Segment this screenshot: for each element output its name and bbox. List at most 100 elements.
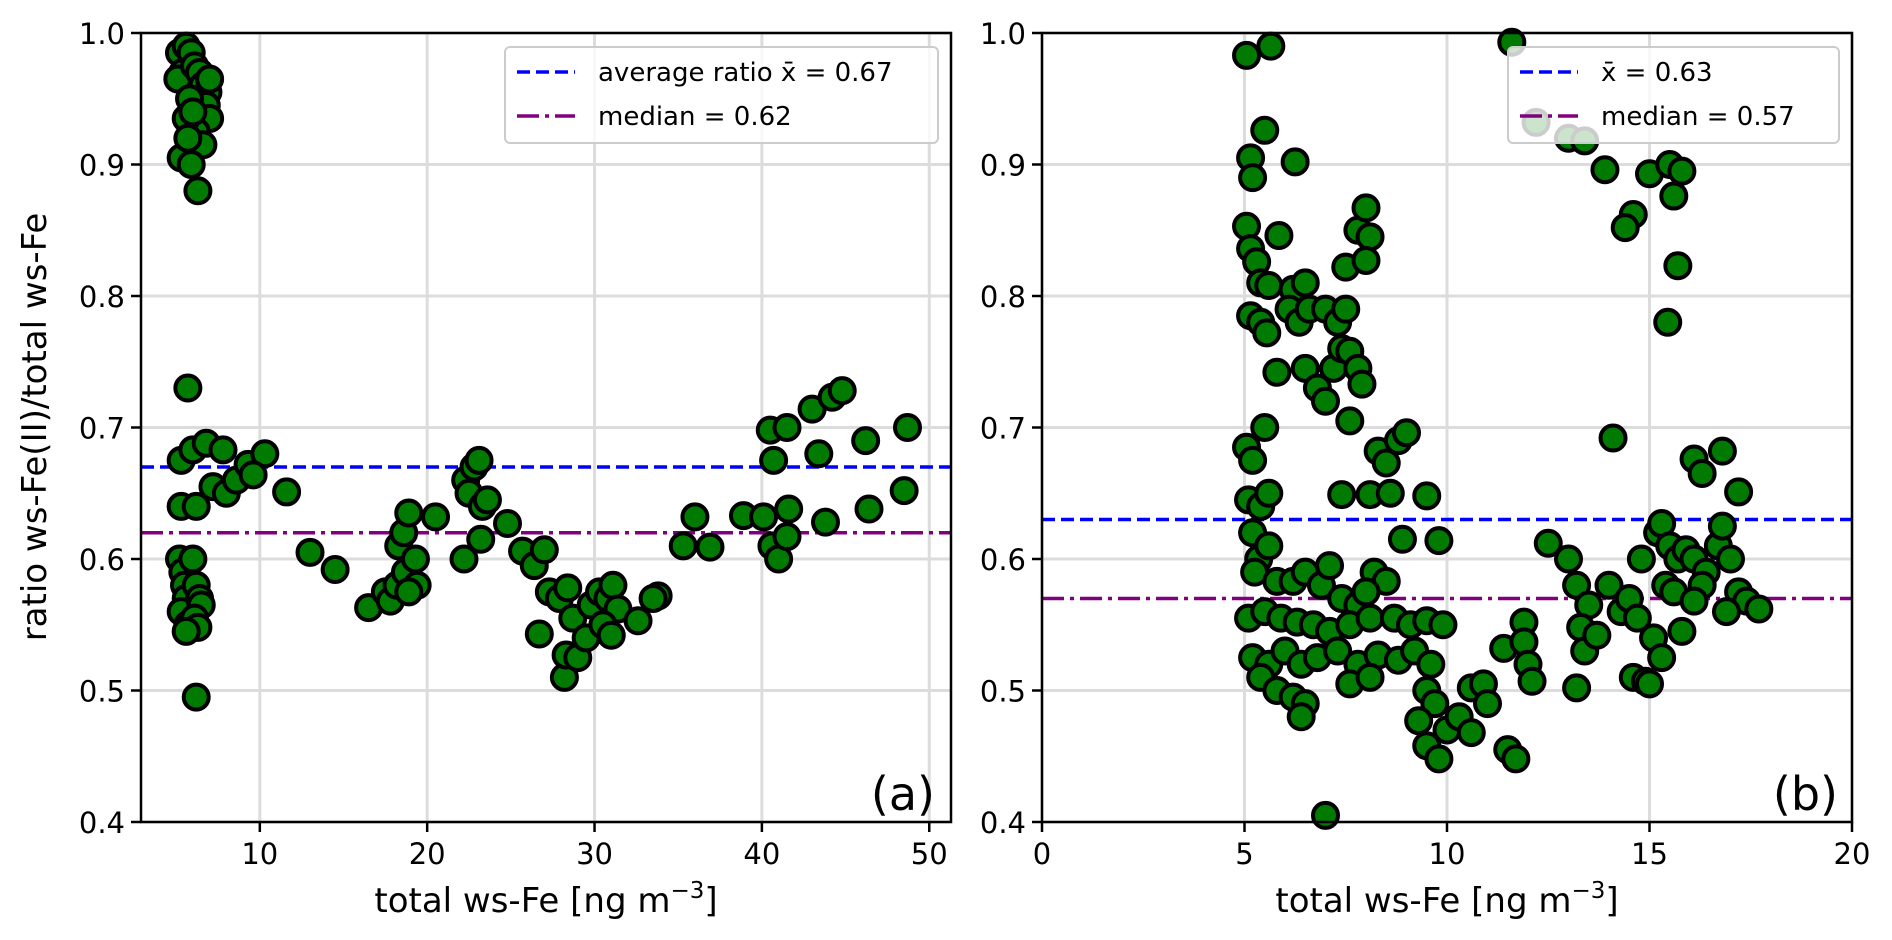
- panel-a-data-point: [810, 507, 840, 537]
- panel-b-data-point: [1375, 478, 1405, 508]
- panel-b-y-tick-label: 0.8: [980, 280, 1026, 314]
- panel-b-x-tick-label: 15: [1631, 837, 1668, 871]
- panel-a-data-point: [320, 555, 350, 585]
- panel-b-data-point: [1667, 156, 1697, 186]
- panel-b-x-tick-label: 5: [1235, 837, 1253, 871]
- panel-b-legend-median-label: median = 0.57: [1601, 102, 1795, 132]
- panel-b-data-point: [1355, 603, 1385, 633]
- panel-b-data-point: [1663, 251, 1693, 281]
- panel-b-data-point: [1387, 524, 1417, 554]
- panel-a-data-point: [183, 176, 213, 206]
- panel-b-x-tick-label: 20: [1834, 837, 1871, 871]
- panel-b-data-point: [1659, 181, 1689, 211]
- panel-b-scatter-plot: 0 5 10 15 20 0.4 0.5 0.6 0.7 0.8 0.9 1.0 (b) x̄ = 0…: [980, 17, 1871, 921]
- panel-b-data-point: [1610, 213, 1640, 243]
- panel-b-data-point: [1264, 221, 1294, 251]
- panel-b-data-point: [1254, 270, 1284, 300]
- panel-b-data-point: [1315, 551, 1345, 581]
- panel-b-data-point: [1622, 603, 1652, 633]
- panel-a-data-point: [472, 485, 502, 515]
- panel-b-data-point: [1424, 526, 1454, 556]
- panel-b-data-point: [1351, 245, 1381, 275]
- panel-a-data-point: [181, 491, 211, 521]
- panel-a-x-tick-label: 30: [576, 837, 613, 871]
- panel-a-data-point: [668, 531, 698, 561]
- panel-a-data-point: [638, 583, 668, 613]
- panel-b-legend-mean-label: x̄ = 0.63: [1601, 58, 1713, 88]
- panel-b-data-point: [1420, 689, 1450, 719]
- panel-a-x-tick-label: 20: [409, 837, 446, 871]
- panel-b-data-point: [1371, 448, 1401, 478]
- panel-a-y-tick-label: 0.4: [79, 806, 125, 840]
- panel-a-data-point: [173, 373, 203, 403]
- panel-a-data-point: [449, 544, 479, 574]
- panel-b-data-point: [1327, 480, 1357, 510]
- panel-a-x-tick-label: 10: [241, 837, 278, 871]
- panel-a-data-point: [178, 97, 208, 127]
- panel-b-data-point: [1323, 636, 1353, 666]
- panel-a-grid: [141, 31, 951, 824]
- panel-b-data-point: [1280, 147, 1310, 177]
- panel-b-data-point: [1355, 662, 1385, 692]
- panel-b-data-point: [1412, 481, 1442, 511]
- panel-a-data-point: [804, 439, 834, 469]
- panel-a-data-point: [394, 498, 424, 528]
- panel-a-data-point: [178, 544, 208, 574]
- panel-b-data-point: [1744, 594, 1774, 624]
- panel-b-data-point: [1667, 616, 1697, 646]
- panel-a-legend-median-label: median = 0.62: [598, 102, 792, 132]
- panel-a-x-axis-label-end: ]: [704, 881, 717, 921]
- panel-b-y-tick-label: 0.9: [980, 149, 1026, 183]
- panel-b-data-point: [1501, 744, 1531, 774]
- panel-b-data-point: [1416, 649, 1446, 679]
- panel-a-data-point: [176, 150, 206, 179]
- panel-a-data-point: [173, 123, 203, 153]
- panel-a-data-point: [851, 426, 881, 456]
- panel-a-data-point: [529, 535, 559, 565]
- panel-a-data-point: [680, 502, 710, 532]
- panel-b-data-point: [1250, 115, 1280, 145]
- panel-b-data-point: [1250, 413, 1280, 442]
- panel-b-data-point: [1554, 544, 1583, 574]
- panel-b-data-point: [1716, 544, 1745, 574]
- panel-a-y-tick-label: 0.7: [79, 412, 125, 446]
- panel-b-data-point: [1238, 445, 1268, 475]
- panel-a-data-point: [400, 544, 430, 574]
- panel-a-y-tick-label: 0.6: [79, 543, 125, 577]
- panel-a-axes: 10 20 30 40 50 0.4 0.5 0.6 0.7 0.8 0.9 1.0: [79, 17, 953, 871]
- panel-a-data-point: [421, 502, 451, 532]
- panel-a-data-point: [394, 577, 424, 607]
- panel-b-data-point: [1238, 163, 1268, 193]
- panel-b-data-point: [1647, 643, 1677, 673]
- panel-b-data-point: [1711, 597, 1741, 627]
- panel-b-data-point: [1424, 744, 1454, 774]
- panel-a-data-point: [892, 413, 922, 442]
- panel-b-data-point: [1331, 294, 1361, 324]
- panel-b-data-point: [1335, 406, 1365, 436]
- panel-a-data-point: [695, 532, 725, 562]
- panel-a-data-point: [171, 616, 201, 646]
- panel-b-data-point: [1355, 222, 1385, 252]
- panel-a-data-point: [596, 620, 626, 650]
- panel-a-data-point: [749, 502, 779, 532]
- panel-b-data-point: [1252, 318, 1282, 348]
- panel-b-data-point: [1679, 586, 1709, 616]
- panel-b-y-tick-label: 0.5: [980, 675, 1026, 709]
- panel-a-data-point: [854, 494, 884, 524]
- panel-b-data-point: [1473, 689, 1502, 719]
- panel-a-y-tick-label: 0.5: [79, 675, 125, 709]
- panel-b-data-point: [1456, 718, 1486, 748]
- panel-b-x-axis-label-main: total ws-Fe [ng m: [1275, 881, 1571, 921]
- panel-b-y-tick-label: 0.4: [980, 806, 1026, 840]
- panel-a-data-point: [598, 570, 628, 600]
- panel-b-data-point: [1653, 307, 1683, 337]
- panel-a-x-axis-label-main: total ws-Fe [ng m: [374, 881, 670, 921]
- panel-a-data-point: [759, 445, 789, 475]
- panel-b-data-point: [1262, 357, 1292, 387]
- panel-a-data-point: [493, 508, 523, 538]
- panel-a-tag: (a): [871, 767, 935, 821]
- panel-a-y-tick-label: 1.0: [79, 17, 125, 51]
- panel-b-axes: 0 5 10 15 20 0.4 0.5 0.6 0.7 0.8 0.9 1.0: [980, 17, 1871, 871]
- panel-b-data-point: [1351, 577, 1381, 607]
- panel-a-data-point: [889, 476, 919, 506]
